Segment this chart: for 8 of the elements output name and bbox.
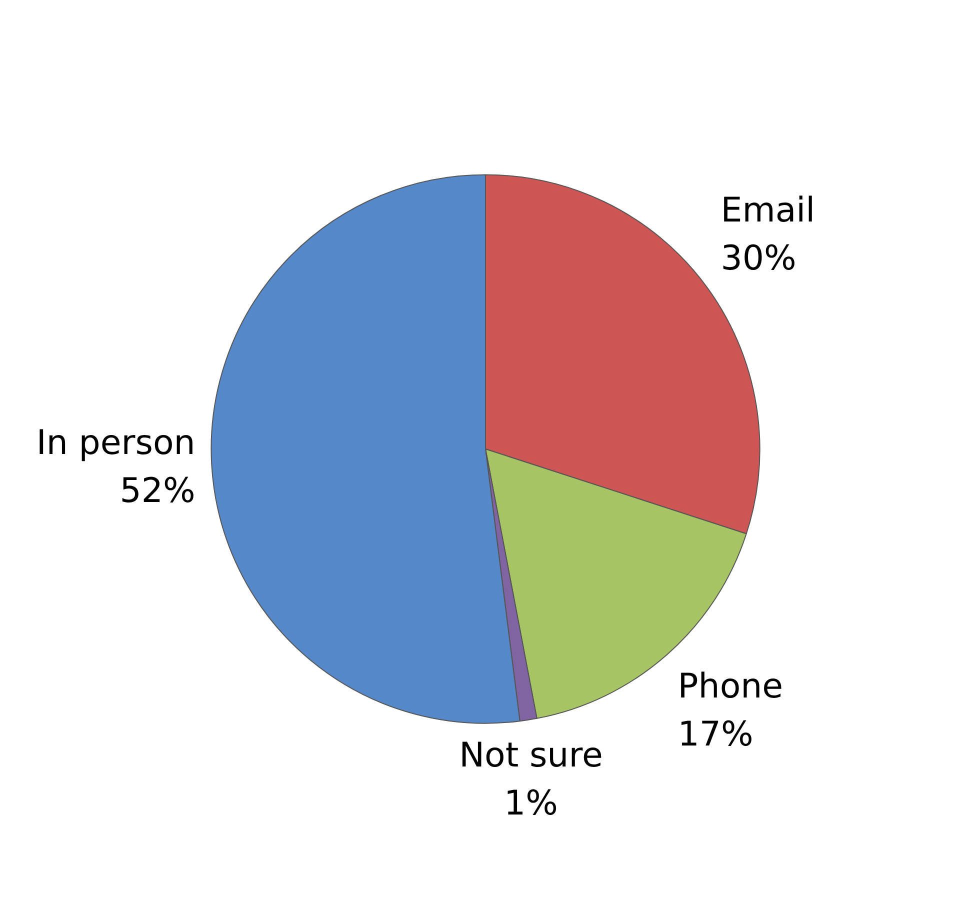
data-label: 1% [504,784,558,824]
data-label: 52% [120,471,196,512]
slice-label: Not sure [459,736,603,776]
data-label: 30% [720,238,796,278]
slice-label: Phone [678,666,784,707]
slice-label: In person [36,423,196,464]
data-label: 17% [678,714,754,755]
slice-label: Email [720,190,816,230]
